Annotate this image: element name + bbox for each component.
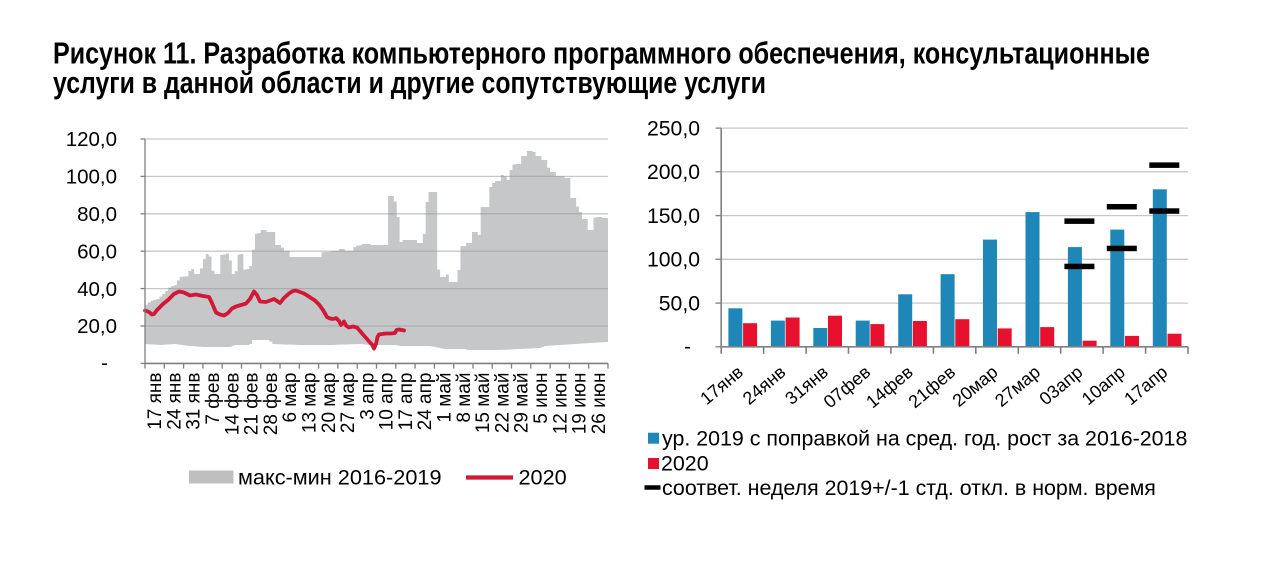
svg-text:-: - <box>684 335 691 358</box>
svg-text:5 июн: 5 июн <box>531 373 552 424</box>
svg-text:20,0: 20,0 <box>77 315 117 338</box>
svg-text:13 мар: 13 мар <box>300 373 321 434</box>
svg-text:31 янв: 31 янв <box>184 373 205 430</box>
svg-text:19 июн: 19 июн <box>570 373 591 435</box>
svg-text:28 фев: 28 фев <box>261 373 282 436</box>
svg-text:17 апр: 17 апр <box>396 373 417 431</box>
svg-text:ур. 2019 с поправкой на сред.: ур. 2019 с поправкой на сред. год. рост … <box>662 427 1187 451</box>
svg-text:макс-мин 2016-2019: макс-мин 2016-2019 <box>238 465 442 490</box>
svg-text:50,0: 50,0 <box>659 293 700 316</box>
svg-text:1 май: 1 май <box>435 373 456 423</box>
svg-text:20 мар: 20 мар <box>319 373 340 434</box>
svg-text:26 июн: 26 июн <box>589 373 610 435</box>
svg-text:3 апр: 3 апр <box>357 373 378 420</box>
svg-text:12 июн: 12 июн <box>550 373 571 435</box>
svg-text:-: - <box>101 352 108 375</box>
svg-text:80,0: 80,0 <box>77 203 117 226</box>
svg-text:24 янв: 24 янв <box>164 373 185 430</box>
svg-text:250,0: 250,0 <box>647 118 700 141</box>
svg-text:29 май: 29 май <box>512 373 533 434</box>
svg-text:24 апр: 24 апр <box>415 373 436 431</box>
svg-text:услуги в данной области и друг: услуги в данной области и другие сопутст… <box>53 65 766 100</box>
svg-text:21 фев: 21 фев <box>242 373 263 436</box>
svg-text:17 янв: 17 янв <box>145 373 166 430</box>
svg-text:8 май: 8 май <box>454 373 475 423</box>
svg-text:Рисунок 11. Разработка компьют: Рисунок 11. Разработка компьютерного про… <box>53 35 1150 70</box>
svg-text:7 фев: 7 фев <box>203 373 224 425</box>
svg-text:14 фев: 14 фев <box>222 373 243 436</box>
svg-text:100,0: 100,0 <box>647 249 700 272</box>
svg-text:200,0: 200,0 <box>647 161 700 184</box>
svg-text:60,0: 60,0 <box>77 240 117 263</box>
svg-text:15 май: 15 май <box>473 372 494 433</box>
svg-text:150,0: 150,0 <box>647 205 700 228</box>
svg-text:40,0: 40,0 <box>77 278 117 301</box>
svg-text:10 апр: 10 апр <box>377 373 398 431</box>
svg-text:120,0: 120,0 <box>66 128 117 151</box>
svg-text:2020: 2020 <box>661 452 709 476</box>
svg-text:2020: 2020 <box>519 465 567 490</box>
svg-text:6 мар: 6 мар <box>280 373 301 423</box>
svg-text:100,0: 100,0 <box>66 166 117 189</box>
svg-text:соответ. неделя 2019+/-1 стд.: соответ. неделя 2019+/-1 стд. откл. в но… <box>662 476 1156 500</box>
svg-text:22 май: 22 май <box>492 373 513 434</box>
svg-text:27 мар: 27 мар <box>338 373 359 434</box>
